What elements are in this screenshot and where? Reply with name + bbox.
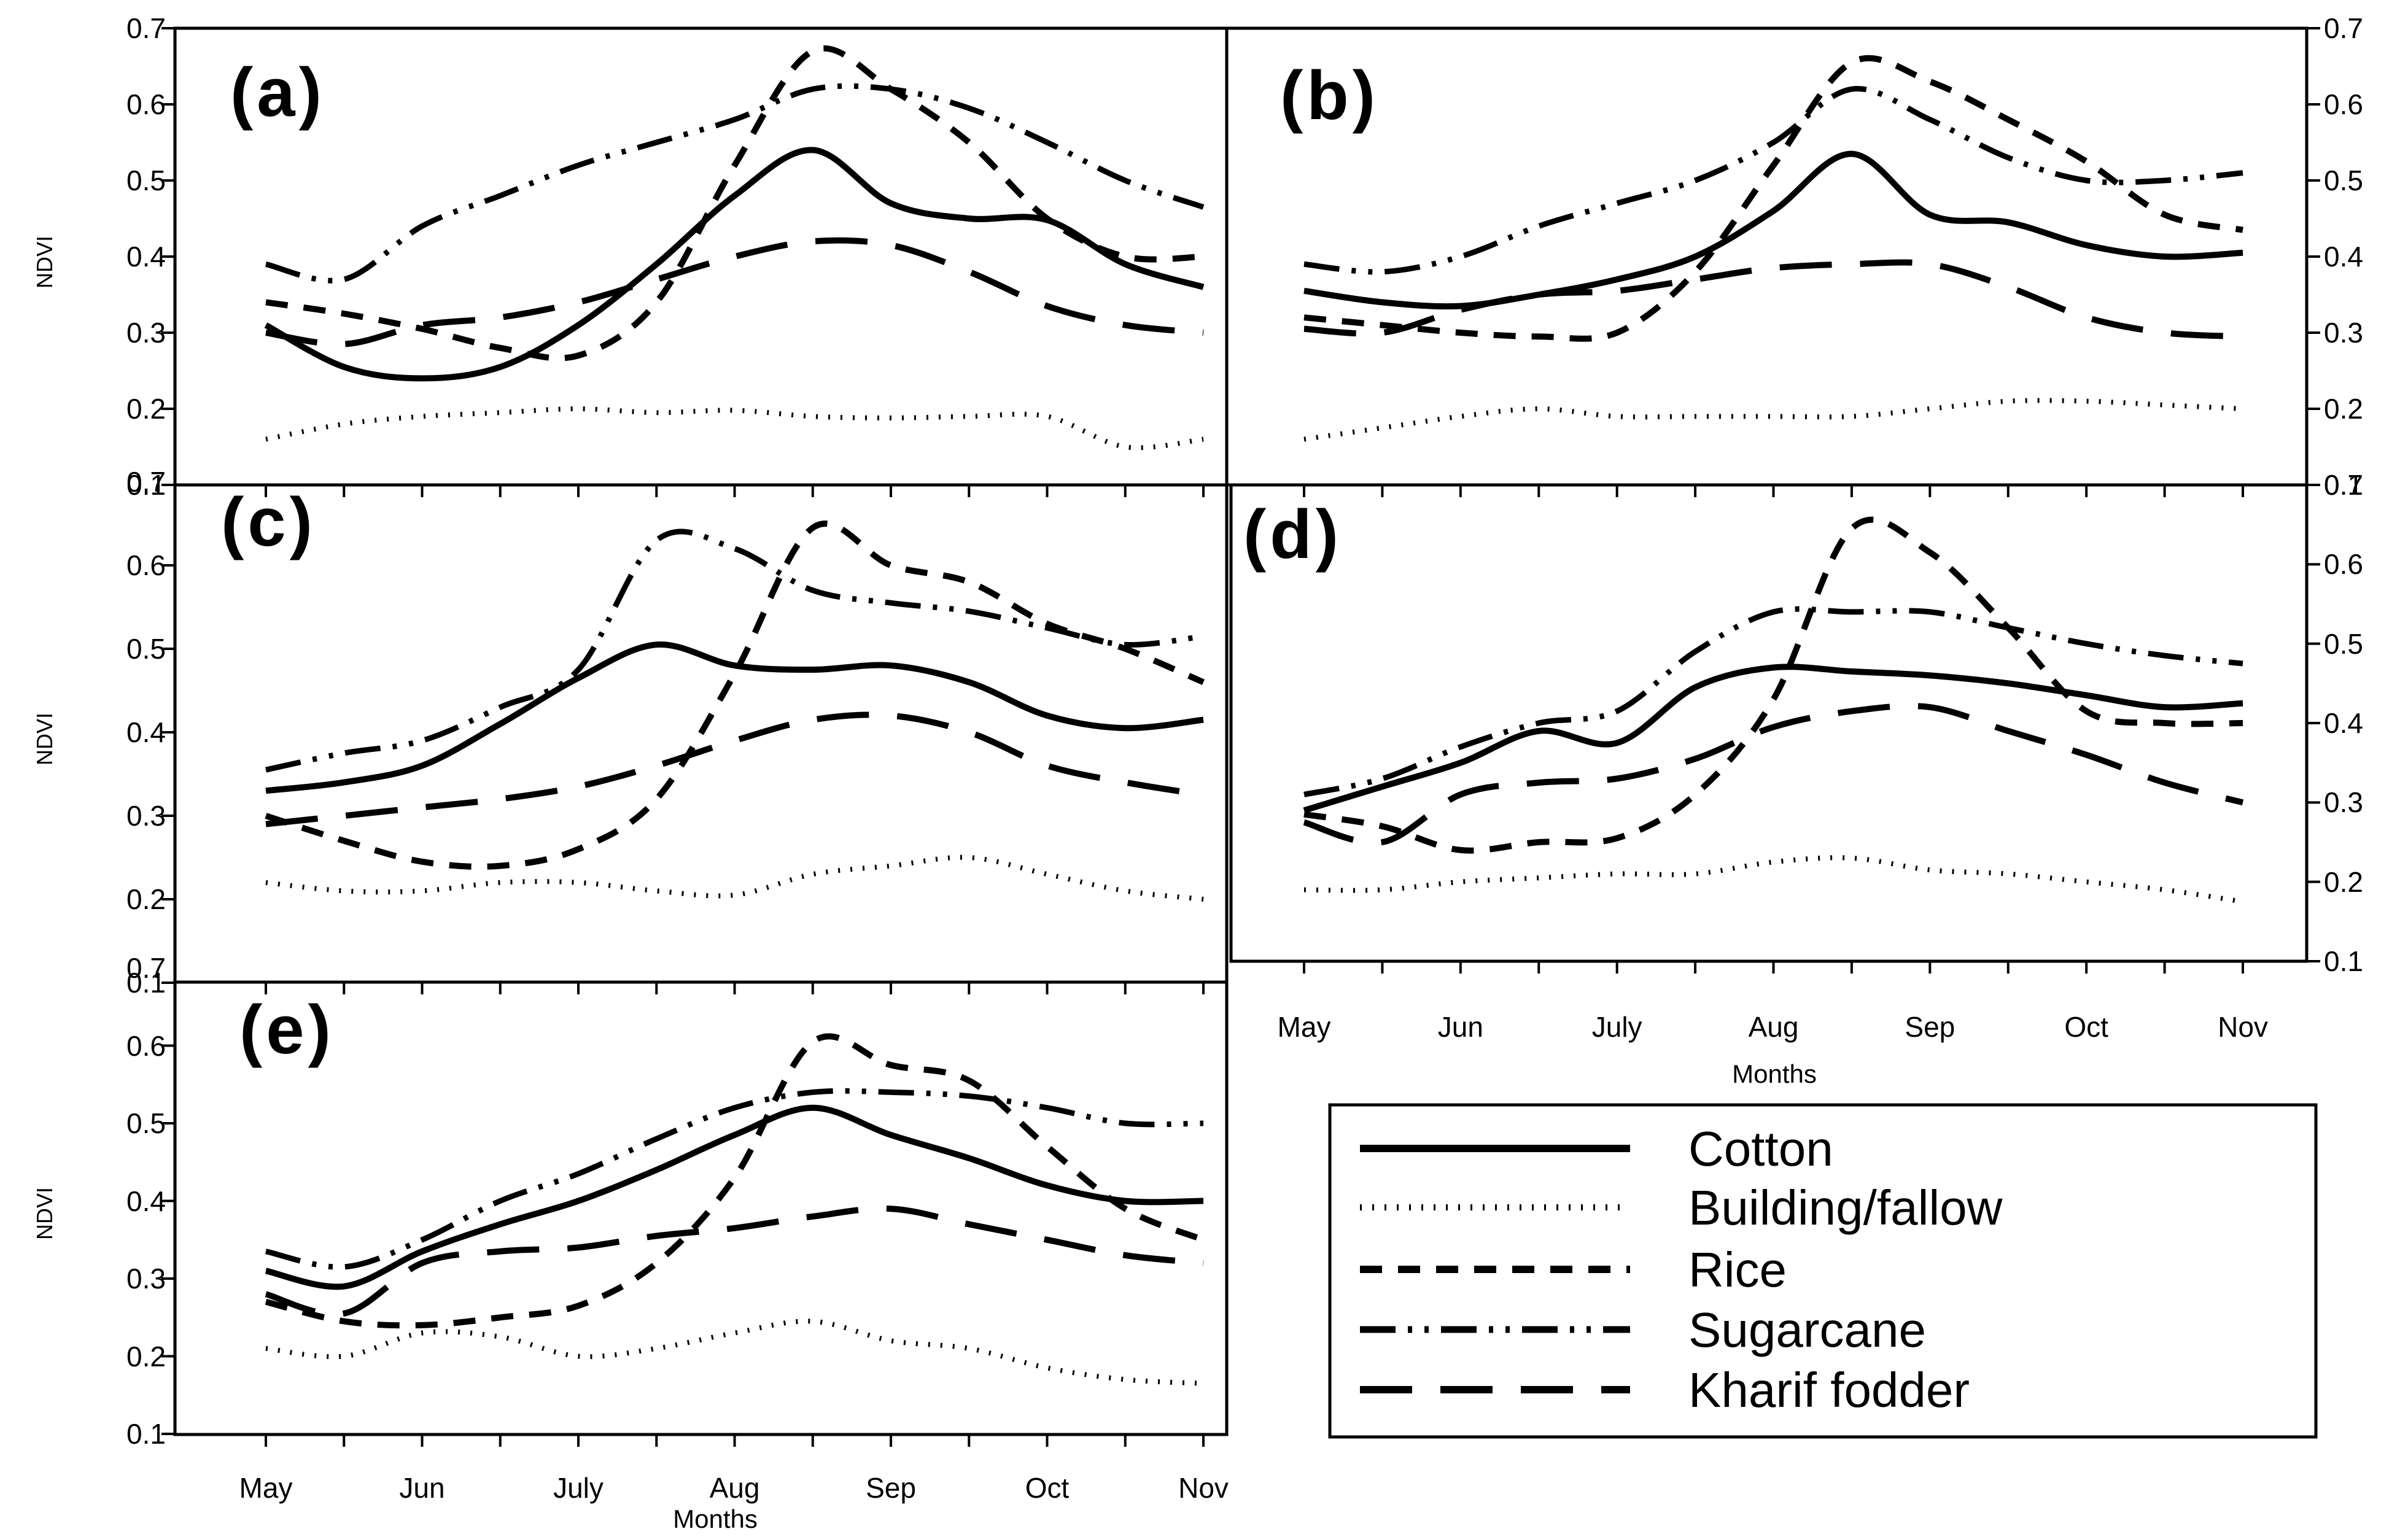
y-tick-label-c: 0.7 <box>126 466 166 498</box>
curve-rice-a <box>265 45 1204 362</box>
curve-rice-d <box>1303 516 2243 854</box>
curve-cotton-e <box>265 1104 1204 1290</box>
curve-sugarcane-e <box>265 1088 1204 1270</box>
curve-kharif-fodder-e <box>265 1205 1204 1318</box>
curve-building-fallow-c <box>265 854 1204 902</box>
panel-a-border <box>173 26 1229 487</box>
curve-cotton-a <box>264 147 1205 382</box>
y-tick-label-a: 0.4 <box>126 241 166 273</box>
y-tick-label-a: 0.5 <box>126 165 166 196</box>
y-tick-label-a: 0.3 <box>126 317 166 349</box>
y-tick-label-a: 0.2 <box>126 393 166 425</box>
curve-building-fallow-e <box>265 1318 1204 1386</box>
x-axis-month-label-d: Sep <box>1905 1011 1956 1043</box>
ndvi-axis-title-c: NDVI <box>32 712 57 765</box>
y-tick-label-c: 0.4 <box>126 716 166 748</box>
y-tick-label-c: 0.6 <box>126 549 166 581</box>
x-axis-month-label-e: July <box>553 1472 604 1504</box>
y-tick-label-b: 0.7 <box>2324 12 2363 44</box>
y-tick-label-d: 0.4 <box>2324 707 2363 739</box>
x-axis-month-label-d: May <box>1277 1011 1331 1043</box>
curve-sugarcane-b <box>1303 86 2243 275</box>
y-tick-label-e: 0.1 <box>126 1418 166 1450</box>
x-axis-month-label-e: May <box>239 1472 293 1504</box>
y-tick-label-b: 0.6 <box>2324 88 2363 120</box>
y-tick-label-c: 0.3 <box>126 800 166 832</box>
y-tick-label-d: 0.3 <box>2324 786 2363 819</box>
y-tick-label-b: 0.5 <box>2324 165 2363 196</box>
curve-kharif-fodder-a <box>265 237 1204 347</box>
panel-label-b: (b) <box>1280 57 1380 134</box>
panel-label-a: (a) <box>230 54 325 131</box>
y-tick-label-e: 0.5 <box>126 1107 166 1139</box>
y-tick-label-d: 0.1 <box>2324 945 2363 977</box>
y-tick-label-e: 0.7 <box>126 952 166 984</box>
curve-kharif-fodder-d <box>1303 703 2244 846</box>
ndvi-axis-title-e: NDVI <box>32 1187 57 1240</box>
curve-building-fallow-d <box>1303 855 2243 904</box>
y-tick-label-b: 0.1 <box>2324 469 2363 501</box>
y-tick-label-b: 0.2 <box>2324 393 2363 425</box>
curve-building-fallow-b <box>1303 398 2243 442</box>
x-axis-month-label-e: Aug <box>709 1472 760 1504</box>
curve-sugarcane-c <box>265 528 1204 773</box>
curve-building-fallow-a <box>265 406 1204 451</box>
curve-cotton-b <box>1303 150 2243 310</box>
y-tick-label-d: 0.6 <box>2324 548 2363 581</box>
y-tick-label-c: 0.2 <box>126 883 166 915</box>
y-tick-label-e: 0.3 <box>126 1263 166 1295</box>
x-axis-month-label-e: Jun <box>399 1472 445 1504</box>
panel-c-border <box>173 483 1229 984</box>
x-axis-month-label-e: Sep <box>866 1472 916 1504</box>
months-axis-title-d: Months <box>1732 1059 1817 1088</box>
legend-label-building-fallow: Building/fallow <box>1688 1180 2003 1235</box>
y-tick-label-d: 0.7 <box>2324 469 2363 501</box>
panel-e-border <box>173 980 1229 1436</box>
y-tick-label-e: 0.2 <box>126 1340 166 1372</box>
x-axis-month-label-d: Nov <box>2218 1011 2268 1043</box>
legend-label-cotton: Cotton <box>1688 1121 1833 1176</box>
y-tick-label-c: 0.5 <box>126 633 166 665</box>
y-tick-label-e: 0.4 <box>126 1185 166 1217</box>
curve-rice-e <box>265 1033 1205 1329</box>
legend-label-sugarcane: Sugarcane <box>1688 1303 1926 1357</box>
x-axis-month-label-d: July <box>1591 1011 1642 1043</box>
x-axis-month-label-e: Nov <box>1178 1472 1229 1504</box>
y-tick-label-a: 0.7 <box>126 12 166 44</box>
y-tick-label-e: 0.6 <box>126 1029 166 1062</box>
y-tick-label-b: 0.4 <box>2324 241 2363 273</box>
y-tick-label-d: 0.5 <box>2324 627 2363 660</box>
curve-sugarcane-a <box>265 83 1205 284</box>
curve-kharif-fodder-b <box>1303 259 2243 340</box>
y-tick-label-d: 0.2 <box>2324 865 2363 898</box>
x-axis-month-label-e: Oct <box>1025 1472 1070 1504</box>
curve-sugarcane-d <box>1303 606 2243 797</box>
panel-d-border <box>1229 483 2309 963</box>
x-axis-month-label-d: Jun <box>1437 1011 1483 1043</box>
legend-box <box>1328 1103 2318 1439</box>
panel-label-c: (c) <box>221 484 316 560</box>
legend-label-kharif-fodder: Kharif fodder <box>1688 1363 1970 1417</box>
months-axis-title-e: Months <box>673 1504 758 1533</box>
curve-cotton-d <box>1303 664 2243 814</box>
y-tick-label-a: 0.1 <box>126 469 166 501</box>
panel-label-e: (e) <box>239 991 335 1068</box>
curve-rice-c <box>265 521 1205 870</box>
x-axis-month-label-d: Aug <box>1748 1011 1799 1043</box>
y-tick-label-a: 0.6 <box>126 88 166 120</box>
x-axis-month-label-d: Oct <box>2064 1011 2108 1043</box>
panel-label-d: (d) <box>1243 496 1343 573</box>
ndvi-axis-title-a: NDVI <box>32 235 57 288</box>
legend-label-rice: Rice <box>1688 1242 1787 1297</box>
y-tick-label-c: 0.1 <box>126 967 166 999</box>
y-tick-label-b: 0.3 <box>2324 317 2363 349</box>
curve-cotton-c <box>265 641 1204 794</box>
curve-rice-b <box>1303 55 2243 342</box>
